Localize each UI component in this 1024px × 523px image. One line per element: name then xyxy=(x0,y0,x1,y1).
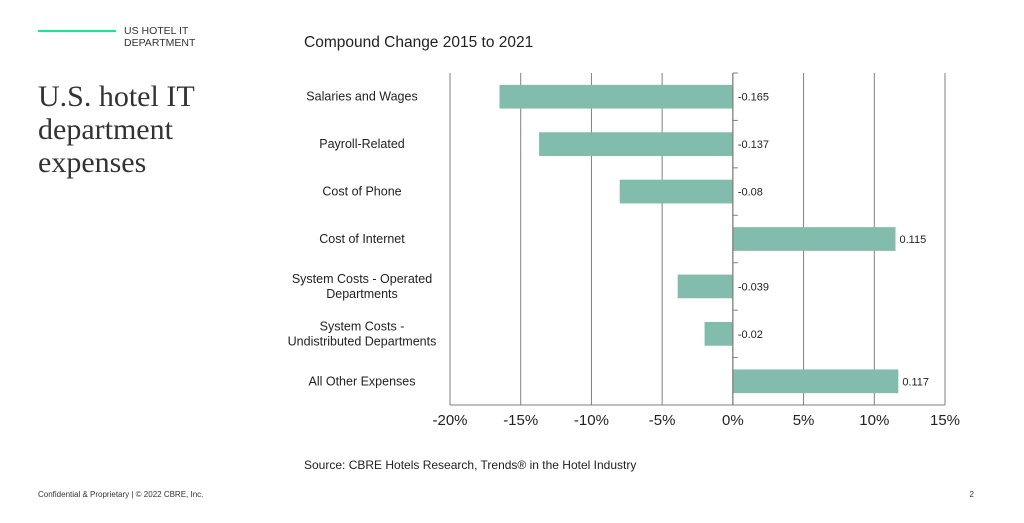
data-label: -0.02 xyxy=(738,329,763,341)
page-title: U.S. hotel IT department expenses xyxy=(38,80,195,179)
category-label: All Other Expenses xyxy=(309,374,416,388)
bar xyxy=(732,369,899,394)
data-label: 0.115 xyxy=(900,234,927,246)
data-label: -0.08 xyxy=(738,187,763,199)
data-label: -0.137 xyxy=(738,139,769,151)
accent-line xyxy=(38,30,116,32)
page-number: 2 xyxy=(969,490,974,499)
category-label: Cost of Internet xyxy=(319,232,405,246)
chart-title: Compound Change 2015 to 2021 xyxy=(304,34,534,51)
x-tick-label: -15% xyxy=(503,412,538,429)
confidential-footer: Confidential & Proprietary | © 2022 CBRE… xyxy=(38,490,204,499)
data-label: -0.039 xyxy=(738,281,769,293)
x-tick-label: -10% xyxy=(574,412,609,429)
category-label: System Costs - xyxy=(320,319,405,333)
section-label: US HOTEL IT DEPARTMENT xyxy=(124,25,196,49)
category-label: Payroll-Related xyxy=(319,137,405,151)
x-tick-label: 0% xyxy=(722,412,744,429)
bar xyxy=(539,132,733,156)
bar xyxy=(704,322,733,346)
x-tick-label: -5% xyxy=(649,412,676,429)
x-tick-label: 5% xyxy=(793,412,815,429)
source-note: Source: CBRE Hotels Research, Trends® in… xyxy=(304,458,637,472)
bar xyxy=(677,274,733,299)
category-label: Undistributed Departments xyxy=(288,334,437,348)
bar xyxy=(619,179,733,204)
data-label: 0.117 xyxy=(902,376,929,388)
bar xyxy=(732,227,896,251)
x-tick-label: 15% xyxy=(930,412,960,429)
category-label: Cost of Phone xyxy=(322,185,401,199)
data-label: -0.165 xyxy=(738,92,769,104)
x-tick-label: -20% xyxy=(432,412,467,429)
category-label: Salaries and Wages xyxy=(306,90,417,104)
category-label: System Costs - Operated xyxy=(292,272,432,286)
category-label: Departments xyxy=(326,287,398,301)
x-tick-label: 10% xyxy=(859,412,889,429)
bar xyxy=(499,84,733,109)
